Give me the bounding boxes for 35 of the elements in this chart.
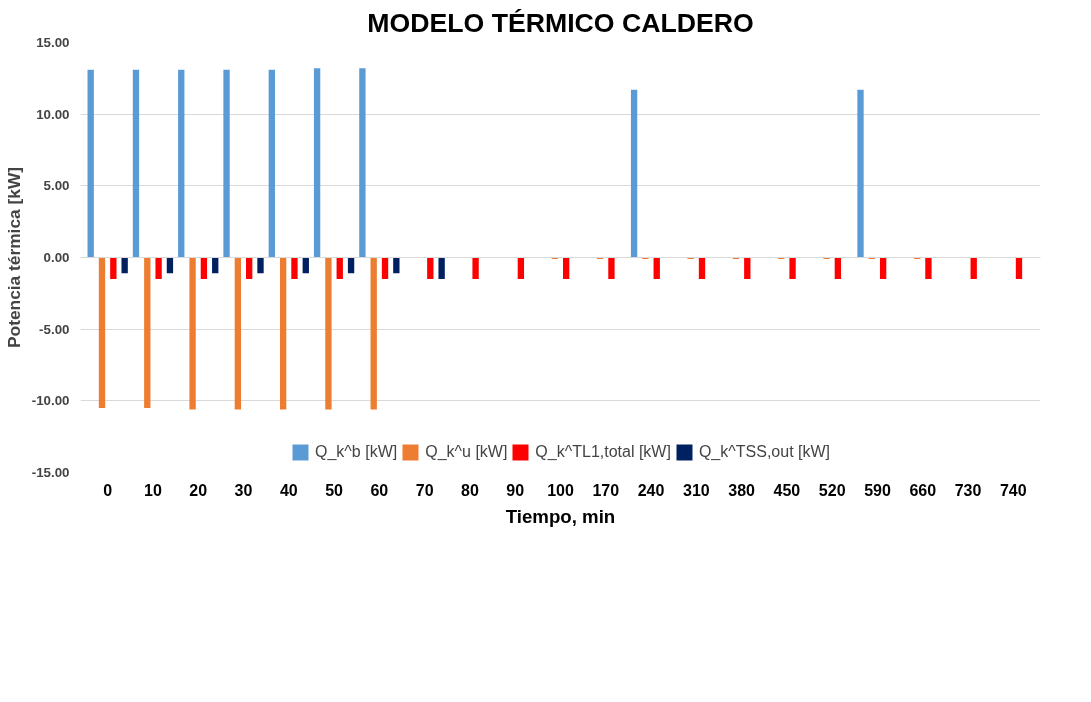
x-tick-label: 660 bbox=[909, 481, 937, 499]
y-tick-label: 0.00 bbox=[43, 250, 70, 265]
y-axis-title: Potencia térmica [kW] bbox=[3, 166, 24, 349]
x-tick-label: 170 bbox=[592, 481, 620, 499]
legend-label: Q_k^TL1,total [kW] bbox=[535, 443, 671, 461]
x-tick-label: 40 bbox=[279, 481, 298, 499]
x-tick-label: 0 bbox=[103, 481, 113, 499]
y-tick-label: 15.00 bbox=[36, 35, 70, 50]
x-tick-label: 520 bbox=[818, 481, 846, 499]
x-tick-label: 100 bbox=[547, 481, 574, 499]
x-tick-label: 20 bbox=[189, 481, 208, 499]
y-tick-label: -10.00 bbox=[31, 393, 70, 409]
x-tick-label: 740 bbox=[999, 481, 1027, 499]
x-tick-label: 310 bbox=[683, 481, 710, 499]
x-tick-label: 90 bbox=[506, 481, 525, 499]
chart-title: MODELO TÉRMICO CALDERO bbox=[367, 7, 754, 38]
x-tick-label: 240 bbox=[637, 481, 665, 499]
legend-label: Q_k^TSS,out [kW] bbox=[698, 443, 831, 461]
y-tick-label: 5.00 bbox=[43, 178, 70, 194]
x-tick-label: 80 bbox=[461, 481, 479, 499]
x-tick-label: 590 bbox=[864, 481, 891, 499]
x-tick-label: 730 bbox=[954, 481, 982, 499]
x-tick-label: 30 bbox=[234, 481, 253, 499]
x-tick-label: 70 bbox=[415, 481, 434, 499]
y-tick-label: 10.00 bbox=[36, 106, 70, 122]
x-tick-label: 450 bbox=[773, 481, 801, 499]
legend-label: Q_k^u [kW] bbox=[425, 443, 508, 461]
y-tick-label: -5.00 bbox=[39, 321, 70, 337]
x-tick-label: 380 bbox=[728, 481, 756, 499]
legend-label: Q_k^b [kW] bbox=[314, 443, 398, 461]
x-tick-label: 50 bbox=[325, 481, 344, 499]
x-tick-label: 60 bbox=[370, 481, 389, 499]
x-tick-label: 10 bbox=[144, 481, 162, 499]
x-axis-title: Tiempo, min bbox=[505, 505, 616, 527]
y-tick-label: -15.00 bbox=[31, 465, 70, 480]
